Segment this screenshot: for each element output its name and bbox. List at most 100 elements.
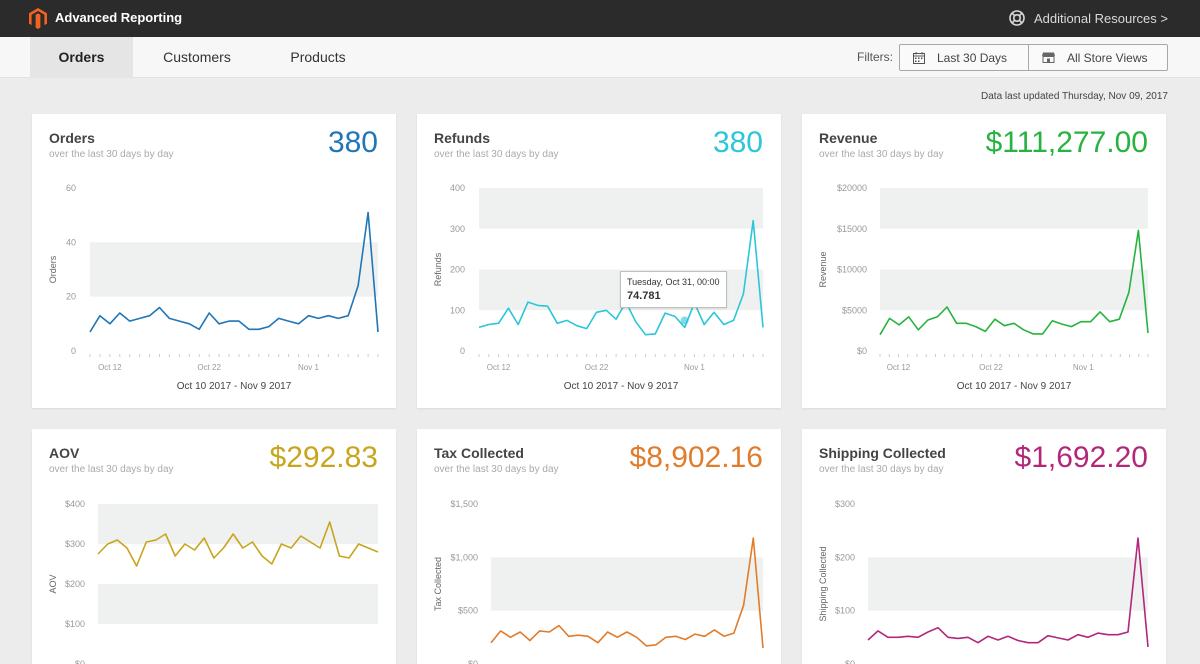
hover-point[interactable] xyxy=(680,316,689,325)
tax-collected-value: $8,902.16 xyxy=(629,441,763,474)
y-tick-label: 0 xyxy=(460,346,465,356)
x-tick-label: Nov 1 xyxy=(684,363,705,372)
y-tick-label: $300 xyxy=(65,539,85,549)
y-axis-label: Refunds xyxy=(433,252,443,286)
tax-collected-series-line xyxy=(490,537,764,649)
x-tick-label: Nov 1 xyxy=(298,363,319,372)
aov-title: AOV xyxy=(49,445,80,461)
revenue-series-line xyxy=(879,229,1149,336)
refunds-subtitle: over the last 30 days by day xyxy=(434,149,559,160)
revenue-value: $111,277.00 xyxy=(985,126,1148,159)
y-tick-label: 400 xyxy=(450,183,465,193)
refunds-title: Refunds xyxy=(434,130,490,146)
grid-band xyxy=(880,269,1148,311)
y-tick-label: $0 xyxy=(75,659,85,664)
tooltip-date: Tuesday, Oct 31, 00:00 xyxy=(627,277,720,287)
tax-collected-card: Tax Collected over the last 30 days by da… xyxy=(417,429,781,664)
y-tick-label: $200 xyxy=(65,579,85,589)
y-tick-label: $200 xyxy=(835,552,855,562)
y-tick-label: $400 xyxy=(65,499,85,509)
y-tick-label: $10000 xyxy=(837,265,867,275)
last-updated-text: Data last updated Thursday, Nov 09, 2017 xyxy=(981,91,1168,102)
aov-chart: $0 $100 $200 $300 $400 AOV xyxy=(48,499,379,664)
y-tick-label: $100 xyxy=(835,606,855,616)
orders-series-line xyxy=(89,211,379,333)
shipping-collected-card: Shipping Collected over the last 30 days … xyxy=(802,429,1166,664)
y-axis-label: Shipping Collected xyxy=(818,546,828,621)
x-tick-label: Oct 12 xyxy=(98,363,122,372)
y-axis-label: Revenue xyxy=(818,251,828,287)
x-tick-label: Oct 22 xyxy=(197,363,221,372)
refunds-card: Refunds over the last 30 days by day 380 0 1… xyxy=(417,114,781,408)
grid-band xyxy=(98,504,378,544)
y-tick-label: 200 xyxy=(450,265,465,275)
date-range-label: Last 30 Days xyxy=(937,50,1008,65)
y-tick-label: 40 xyxy=(66,237,76,247)
chart-tooltip: Tuesday, Oct 31, 00:00 74.781 xyxy=(620,271,727,308)
aov-card: AOV over the last 30 days by day $292.83 $0… xyxy=(32,429,396,664)
tab-orders[interactable]: Orders xyxy=(30,37,133,78)
x-tick-label: Nov 1 xyxy=(1073,363,1094,372)
tab-customers[interactable]: Customers xyxy=(163,49,231,65)
y-tick-label: $1,000 xyxy=(450,552,478,562)
grid-band xyxy=(90,242,378,297)
app-title: Advanced Reporting xyxy=(55,10,183,25)
y-tick-label: 300 xyxy=(450,224,465,234)
y-tick-label: $300 xyxy=(835,499,855,509)
aov-value: $292.83 xyxy=(269,441,378,474)
grid-band xyxy=(880,188,1148,229)
y-tick-label: $20000 xyxy=(837,183,867,193)
filters-label: Filters: xyxy=(857,50,893,64)
refunds-series-line xyxy=(478,219,764,336)
revenue-subtitle: over the last 30 days by day xyxy=(819,149,944,160)
calendar-icon xyxy=(913,51,925,64)
grid-band xyxy=(491,557,763,611)
refunds-chart: 0 100 200 300 400 Refunds Oct 12 Oct 22 Nov 1 Oct… xyxy=(433,183,764,392)
y-tick-label: $500 xyxy=(458,606,478,616)
x-tick-label: Oct 22 xyxy=(585,363,609,372)
y-tick-label: $15000 xyxy=(837,224,867,234)
revenue-title: Revenue xyxy=(819,130,878,146)
shipping-collected-series-line xyxy=(867,537,1149,647)
y-tick-label: 100 xyxy=(450,305,465,315)
aov-series-line xyxy=(97,521,379,567)
grid-band xyxy=(98,584,378,624)
shipping-collected-subtitle: over the last 30 days by day xyxy=(819,464,944,475)
store-icon xyxy=(1042,52,1055,63)
y-axis-label: Tax Collected xyxy=(433,557,443,611)
tax-collected-title: Tax Collected xyxy=(434,445,524,461)
revenue-card: Revenue over the last 30 days by day $111,… xyxy=(802,114,1166,408)
top-bar: Advanced Reporting Additional Resources … xyxy=(0,0,1200,37)
y-axis-label: Orders xyxy=(48,255,58,283)
grid-band xyxy=(479,188,763,229)
tax-collected-subtitle: over the last 30 days by day xyxy=(434,464,559,475)
magento-logo-icon[interactable] xyxy=(29,8,47,29)
orders-subtitle: over the last 30 days by day xyxy=(49,149,174,160)
orders-title: Orders xyxy=(49,130,95,146)
x-tick-label: Oct 22 xyxy=(979,363,1003,372)
x-axis-label: Oct 10 2017 - Nov 9 2017 xyxy=(564,381,679,392)
x-tick-label: Oct 12 xyxy=(487,363,511,372)
tax-collected-chart: $0 $500 $1,000 $1,500 Tax Collected xyxy=(433,499,764,664)
grid-band xyxy=(868,557,1148,611)
y-tick-label: $100 xyxy=(65,619,85,629)
shipping-collected-title: Shipping Collected xyxy=(819,445,946,461)
orders-chart: 0 20 40 60 Orders Oct 12 Oct 22 Nov 1 Oct 10 201… xyxy=(48,183,379,392)
store-view-label: All Store Views xyxy=(1067,50,1148,65)
report-tabs-bar: Orders Customers Products Filters: Last … xyxy=(0,37,1200,78)
x-tick-label: Oct 12 xyxy=(887,363,911,372)
additional-resources-link[interactable]: Additional Resources > xyxy=(1009,10,1168,26)
revenue-chart: $0 $5000 $10000 $15000 $20000 Revenue Oct 12 Oc… xyxy=(818,183,1149,392)
shipping-collected-chart: $0 $100 $200 $300 Shipping Collected xyxy=(818,499,1149,664)
additional-resources-label: Additional Resources > xyxy=(1033,10,1168,26)
orders-value: 380 xyxy=(327,126,378,159)
y-tick-label: $0 xyxy=(857,346,867,356)
y-tick-label: $1,500 xyxy=(450,499,478,509)
y-tick-label: 20 xyxy=(66,292,76,302)
y-tick-label: 0 xyxy=(71,346,76,356)
refunds-value: 380 xyxy=(712,126,763,159)
x-axis-label: Oct 10 2017 - Nov 9 2017 xyxy=(177,381,292,392)
tab-products[interactable]: Products xyxy=(290,49,346,65)
store-view-filter[interactable]: All Store Views xyxy=(1028,44,1168,71)
date-range-filter[interactable]: Last 30 Days xyxy=(899,44,1029,71)
